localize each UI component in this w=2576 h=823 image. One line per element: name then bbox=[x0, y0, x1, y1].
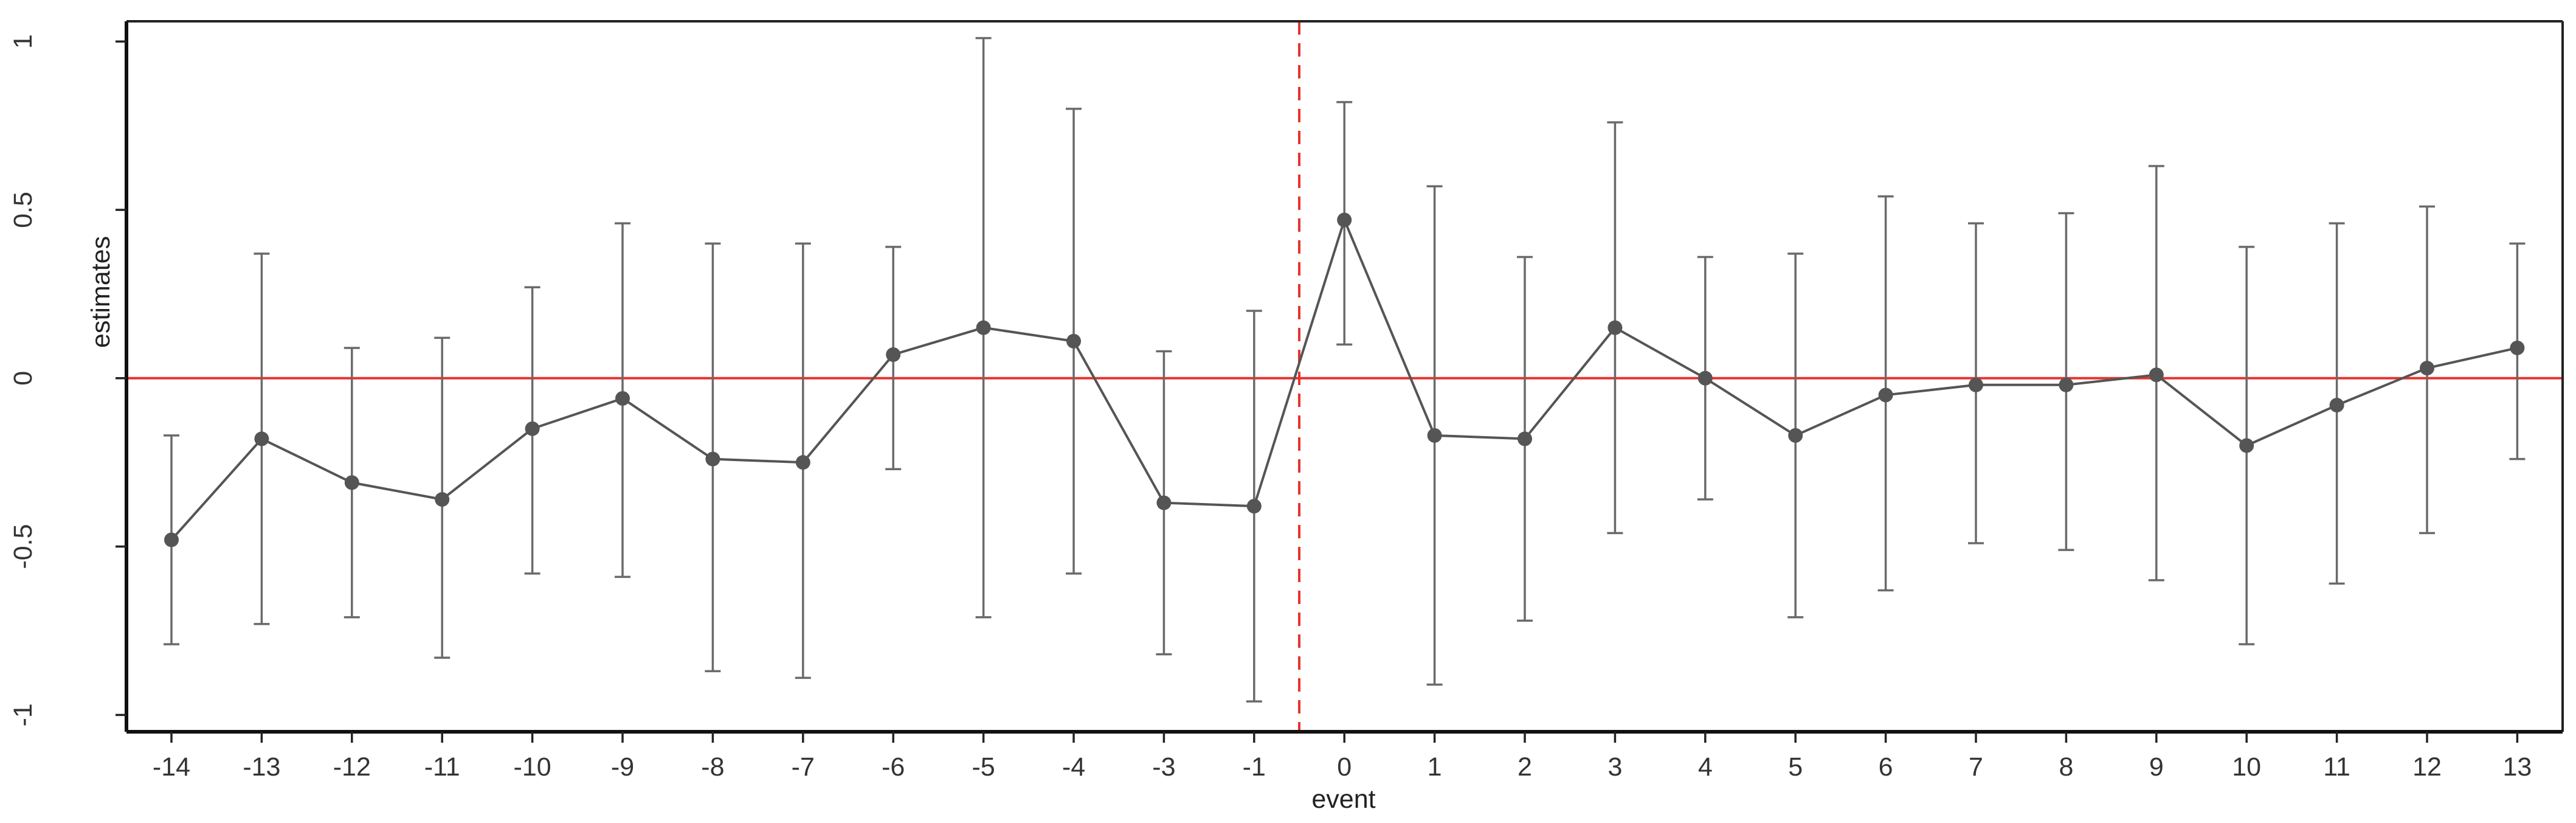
x-tick-label: -9 bbox=[611, 752, 634, 782]
x-tick-label: 10 bbox=[2232, 752, 2261, 782]
y-tick-label: 0.5 bbox=[9, 192, 38, 228]
axes: -14 -13 -12 -11 -10 -9 -8 -7 -6 -5 -4 -3 -1 0 1 2 3 4 5 6 7 8… bbox=[9, 20, 2564, 782]
x-tick-label: 8 bbox=[2059, 752, 2073, 782]
estimate-point bbox=[615, 391, 630, 406]
estimate-point bbox=[705, 451, 720, 467]
estimate-point bbox=[886, 347, 901, 363]
x-tick-label: 11 bbox=[2323, 752, 2350, 782]
x-tick-label: -5 bbox=[972, 752, 995, 782]
x-tick-label: 2 bbox=[1518, 752, 1532, 782]
estimate-point bbox=[1427, 428, 1442, 443]
x-tick-label: -3 bbox=[1152, 752, 1175, 782]
estimate-point bbox=[1878, 387, 1893, 403]
estimate-point bbox=[435, 492, 450, 507]
estimate-point bbox=[1969, 377, 1983, 392]
estimate-point bbox=[1518, 431, 1532, 446]
estimate-point bbox=[254, 431, 269, 446]
y-axis-title: estimates bbox=[86, 236, 116, 348]
x-tick-label: 12 bbox=[2412, 752, 2442, 782]
estimate-point bbox=[1788, 428, 1803, 443]
y-tick-label: -0.5 bbox=[9, 524, 38, 569]
x-tick-label: -4 bbox=[1062, 752, 1085, 782]
x-tick-label: -1 bbox=[1243, 752, 1266, 782]
x-tick-label: 0 bbox=[1337, 752, 1352, 782]
x-tick-label: -13 bbox=[243, 752, 280, 782]
x-tick-label: -12 bbox=[333, 752, 371, 782]
estimate-points bbox=[164, 212, 2525, 547]
x-tick-label: 9 bbox=[2149, 752, 2164, 782]
estimate-point bbox=[525, 421, 540, 436]
x-tick-label: 7 bbox=[1969, 752, 1983, 782]
x-tick-label: -14 bbox=[153, 752, 190, 782]
x-tick-label: -6 bbox=[882, 752, 905, 782]
estimate-point bbox=[2329, 398, 2344, 413]
estimate-point bbox=[1697, 370, 1713, 386]
estimate-point bbox=[344, 475, 359, 490]
x-tick-label: 5 bbox=[1788, 752, 1803, 782]
x-tick-label: -7 bbox=[792, 752, 815, 782]
estimate-point bbox=[976, 320, 991, 335]
y-tick-label: 1 bbox=[9, 34, 38, 49]
x-tick-label: 6 bbox=[1879, 752, 1893, 782]
estimate-point bbox=[2510, 340, 2525, 355]
y-tick-label: -1 bbox=[9, 703, 38, 726]
x-tick-label: 4 bbox=[1698, 752, 1713, 782]
estimate-point bbox=[2059, 377, 2074, 392]
estimate-point bbox=[1156, 495, 1172, 510]
x-tick-label: 1 bbox=[1428, 752, 1442, 782]
x-tick-label: -11 bbox=[424, 752, 460, 782]
estimate-point bbox=[2420, 361, 2434, 376]
estimate-point bbox=[1066, 333, 1081, 349]
x-tick-label: 3 bbox=[1607, 752, 1622, 782]
estimate-point bbox=[2149, 367, 2164, 383]
estimate-point bbox=[1607, 320, 1623, 335]
x-tick-label: 13 bbox=[2502, 752, 2532, 782]
estimate-point bbox=[795, 455, 810, 470]
estimate-point bbox=[1337, 212, 1352, 227]
estimate-point bbox=[164, 532, 179, 547]
estimate-point bbox=[1246, 499, 1262, 514]
x-tick-label: -10 bbox=[514, 752, 551, 782]
y-tick-label: 0 bbox=[9, 371, 38, 386]
x-tick-label: -8 bbox=[701, 752, 724, 782]
estimate-point bbox=[2239, 438, 2254, 453]
x-axis-title: event bbox=[1311, 785, 1375, 814]
